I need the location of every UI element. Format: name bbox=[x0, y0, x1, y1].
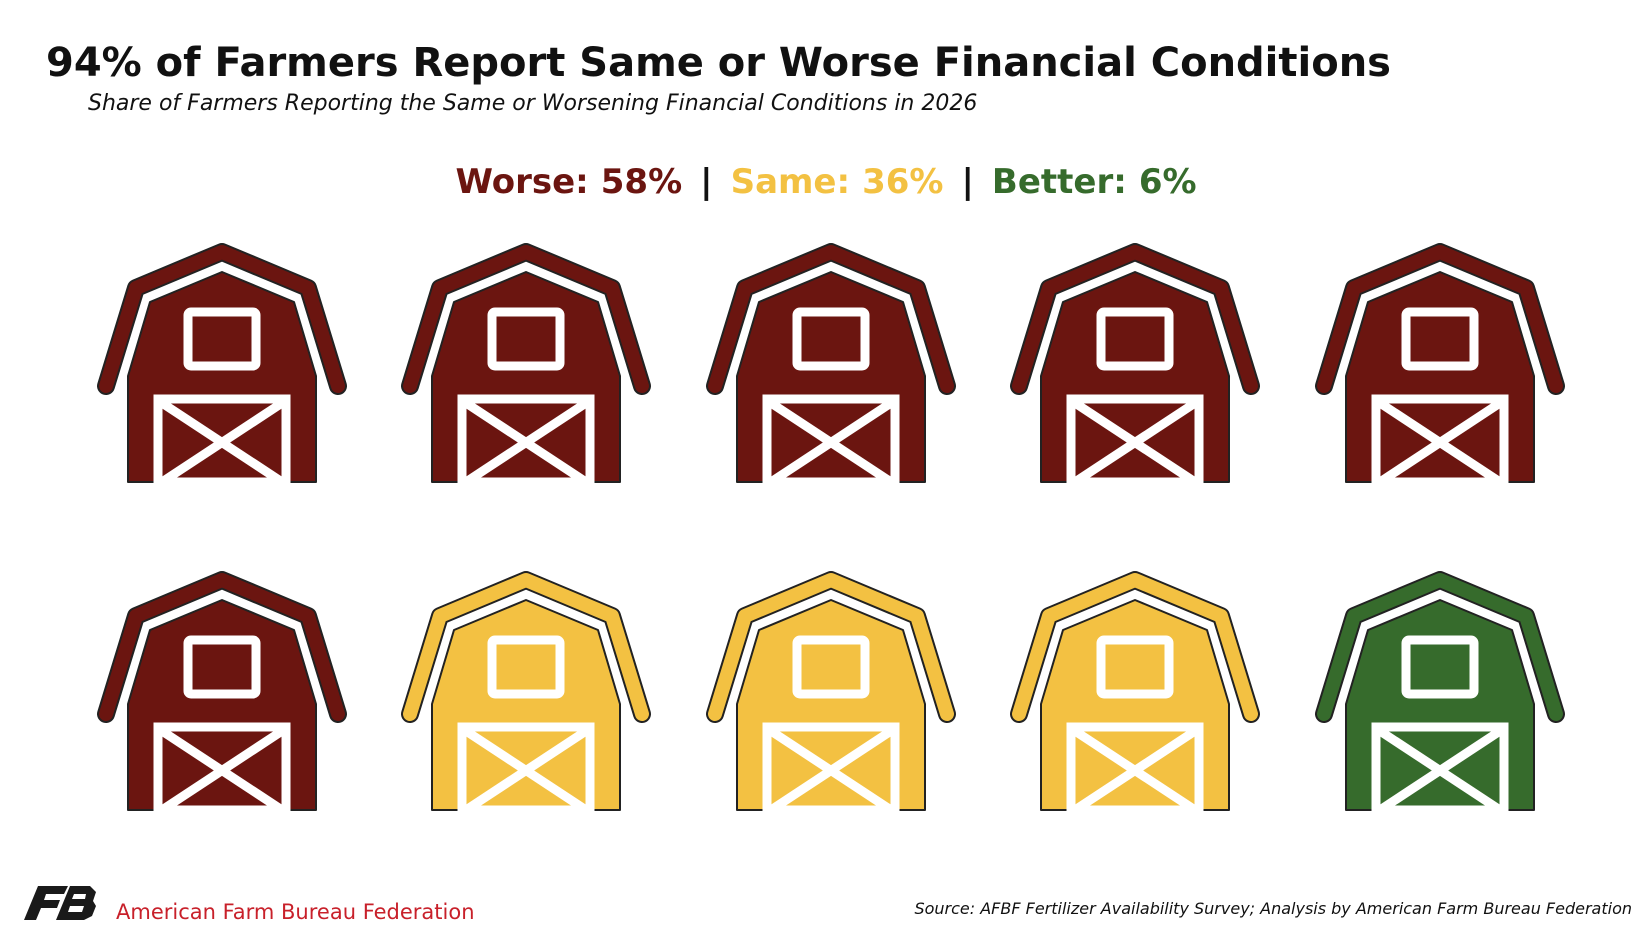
barn-door-cross bbox=[1377, 399, 1503, 486]
barn-roof bbox=[1317, 245, 1563, 393]
barn-window bbox=[487, 635, 565, 699]
barn-roof bbox=[99, 245, 345, 393]
barn bbox=[706, 243, 956, 487]
barn-window bbox=[792, 307, 870, 371]
barn bbox=[1010, 571, 1260, 815]
organization: American Farm Bureau Federation bbox=[116, 900, 475, 924]
legend-separator: | bbox=[961, 162, 973, 202]
barn-roof bbox=[403, 573, 649, 721]
barn-door-cross bbox=[159, 727, 285, 814]
barn-window bbox=[1096, 635, 1174, 699]
source: Source: AFBF Fertilizer Availability Sur… bbox=[914, 899, 1632, 918]
barn bbox=[401, 571, 651, 815]
legend-name: Worse: bbox=[455, 162, 588, 202]
barn-window bbox=[792, 635, 870, 699]
barn bbox=[1315, 571, 1565, 815]
barn-roof bbox=[403, 245, 649, 393]
barn-roof bbox=[1012, 573, 1258, 721]
barn bbox=[1010, 243, 1260, 487]
barn-roof bbox=[1317, 573, 1563, 721]
barn-window bbox=[183, 635, 261, 699]
barn bbox=[706, 571, 956, 815]
barn-door-cross bbox=[768, 399, 894, 486]
legend-value: 36% bbox=[862, 162, 943, 202]
barn-door-cross bbox=[768, 727, 894, 814]
legend-value: 58% bbox=[601, 162, 682, 202]
logo bbox=[24, 886, 96, 920]
barn-roof bbox=[1012, 245, 1258, 393]
barn-window bbox=[183, 307, 261, 371]
barn-window bbox=[1401, 635, 1479, 699]
barn-door-cross bbox=[1072, 399, 1198, 486]
barn-roof bbox=[708, 245, 954, 393]
legend-name: Better: bbox=[992, 162, 1127, 202]
barn-window bbox=[487, 307, 565, 371]
legend-value: 6% bbox=[1139, 162, 1197, 202]
chart-title: 94% of Farmers Report Same or Worse Fina… bbox=[46, 40, 1391, 86]
legend: Worse: 58% | Same: 36% | Better: 6% bbox=[455, 162, 1196, 202]
legend-name: Same: bbox=[731, 162, 851, 202]
barn-door-cross bbox=[463, 399, 589, 486]
barn-roof bbox=[708, 573, 954, 721]
barn-door-cross bbox=[159, 399, 285, 486]
chart-subtitle: Share of Farmers Reporting the Same or W… bbox=[88, 91, 977, 116]
barn bbox=[401, 243, 651, 487]
barn-door-cross bbox=[1377, 727, 1503, 814]
barn-door-cross bbox=[463, 727, 589, 814]
barn-window bbox=[1401, 307, 1479, 371]
barn bbox=[97, 571, 347, 815]
legend-separator: | bbox=[700, 162, 712, 202]
barn-roof bbox=[99, 573, 345, 721]
barn-window bbox=[1096, 307, 1174, 371]
barn bbox=[97, 243, 347, 487]
barn-door-cross bbox=[1072, 727, 1198, 814]
barn bbox=[1315, 243, 1565, 487]
